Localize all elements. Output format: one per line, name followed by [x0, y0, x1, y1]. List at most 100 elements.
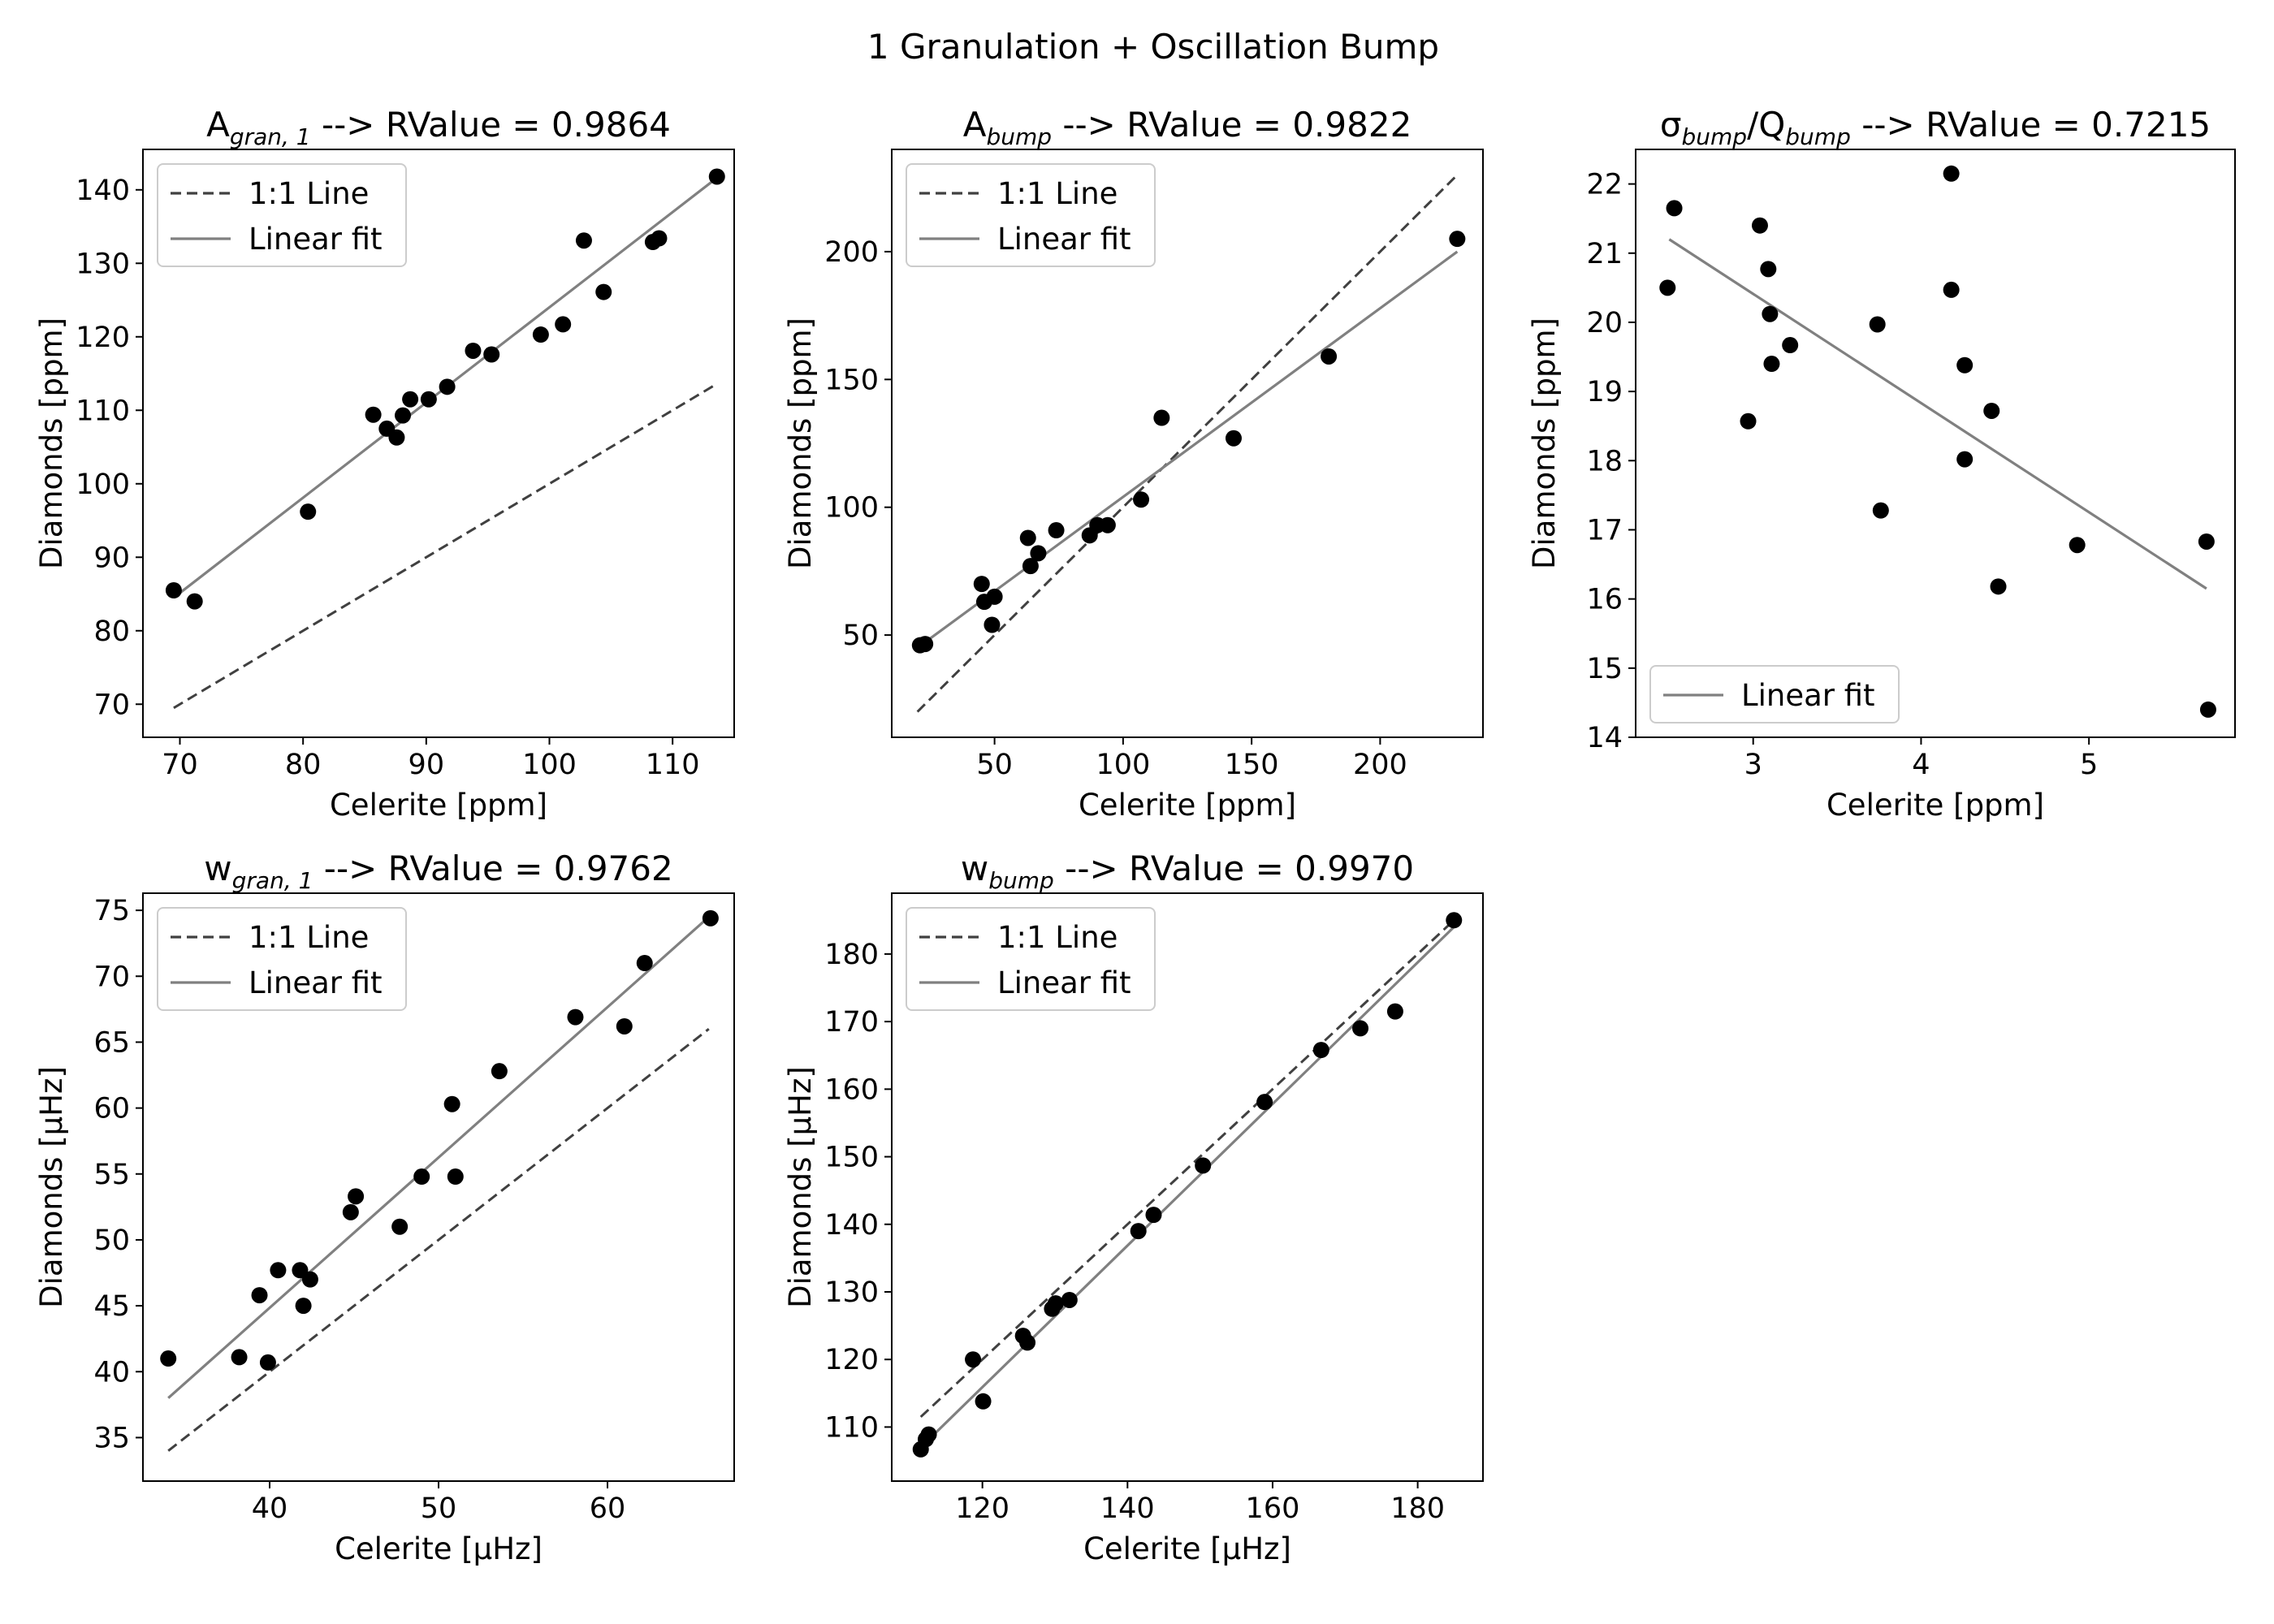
y-tick-label: 17 [1586, 514, 1623, 546]
y-tick-label: 90 [93, 542, 130, 574]
x-tick-label: 60 [590, 1492, 626, 1525]
data-point [2198, 533, 2215, 550]
x-tick-label: 160 [1246, 1492, 1300, 1525]
legend: 1:1 Line Linear fit [906, 163, 1156, 267]
y-tick-label: 80 [93, 615, 130, 648]
data-point [300, 503, 317, 520]
data-point [1872, 502, 1889, 519]
x-tick-label: 80 [285, 749, 322, 781]
x-tick-label: 3 [1744, 749, 1762, 781]
legend-label: 1:1 Line [249, 920, 369, 955]
legend-box [906, 163, 1156, 267]
data-point [1130, 1223, 1147, 1240]
y-tick-label: 50 [93, 1224, 130, 1257]
x-tick-label: 180 [1390, 1492, 1445, 1525]
y-tick-label: 16 [1586, 584, 1623, 616]
data-point [1869, 316, 1886, 333]
data-point [1449, 231, 1466, 248]
data-point [231, 1349, 248, 1366]
x-tick-label: 140 [1100, 1492, 1155, 1525]
data-point [491, 1063, 508, 1080]
y-tick-label: 60 [93, 1093, 130, 1125]
y-axis-label: Diamonds [ppm] [783, 317, 818, 569]
y-tick-label: 200 [824, 236, 879, 269]
data-point [1740, 412, 1757, 430]
legend-box [906, 907, 1156, 1011]
figure-title: 1 Granulation + Oscillation Bump [867, 27, 1439, 67]
panel-title: Agran, 1 --> RValue = 0.9864 [206, 105, 671, 150]
x-tick-label: 100 [1096, 749, 1150, 781]
data-point [616, 1017, 633, 1034]
y-tick-label: 18 [1586, 445, 1623, 477]
linear-fit-line [167, 916, 710, 1399]
y-tick-label: 75 [93, 895, 130, 927]
x-axis-label: Celerite [ppm] [1079, 788, 1296, 823]
data-point [986, 588, 1003, 605]
one-to-one-line [173, 383, 717, 710]
one-to-one-line [916, 174, 1459, 713]
plot-area [912, 912, 1463, 1458]
y-tick-label: 170 [824, 1006, 879, 1039]
x-tick-label: 120 [955, 1492, 1009, 1525]
data-point [2199, 701, 2216, 718]
legend: 1:1 Line Linear fit [157, 163, 407, 267]
legend-label: 1:1 Line [249, 176, 369, 211]
panel-title: wgran, 1 --> RValue = 0.9762 [204, 849, 672, 894]
data-point [702, 909, 719, 926]
y-tick-label: 130 [824, 1276, 879, 1309]
linear-fit-line [916, 250, 1459, 650]
legend-box [1649, 665, 1900, 723]
y-tick-label: 180 [824, 939, 879, 971]
axes-frame [142, 149, 735, 738]
title-rvalue: --> RValue = 0.9822 [1052, 105, 1412, 145]
data-point [1099, 516, 1116, 533]
data-point [973, 576, 990, 593]
title-subscript: gran, 1 [232, 867, 313, 894]
y-tick-label: 110 [76, 395, 130, 427]
x-tick-label: 200 [1353, 749, 1407, 781]
data-point [365, 406, 382, 423]
y-tick-label: 140 [824, 1209, 879, 1242]
legend-label: Linear fit [249, 222, 383, 257]
data-point [483, 346, 500, 363]
one-to-one-line [919, 919, 1455, 1419]
plot-area [165, 168, 725, 710]
data-point [1983, 402, 2000, 419]
legend-label: 1:1 Line [997, 920, 1118, 955]
y-tick-label: 70 [93, 961, 130, 993]
x-tick-label: 50 [976, 749, 1013, 781]
y-tick-label: 150 [824, 364, 879, 396]
data-point [1321, 348, 1338, 365]
data-point [1225, 430, 1242, 447]
y-tick-label: 22 [1586, 169, 1623, 201]
data-point [1019, 1334, 1036, 1351]
plot-area [911, 174, 1466, 713]
x-tick-label: 5 [2080, 749, 2098, 781]
x-axis-label: Celerite [ppm] [330, 788, 547, 823]
legend-label: Linear fit [249, 965, 383, 1000]
data-point [1990, 578, 2007, 595]
plot-area [160, 909, 719, 1452]
data-point [1047, 1295, 1064, 1312]
legend: Linear fit [1649, 665, 1900, 723]
panel-title: Abump --> RValue = 0.9822 [963, 105, 1412, 150]
axes-frame [1635, 149, 2236, 738]
data-point [1762, 305, 1779, 322]
data-point [1153, 409, 1170, 426]
y-tick-label: 100 [76, 469, 130, 501]
title-rvalue: --> RValue = 0.9970 [1054, 849, 1414, 888]
chart-panel-5: wbump --> RValue = 0.9970 120 140 160 180 110… [783, 849, 1484, 1566]
data-point [1763, 356, 1780, 373]
y-tick-label: 150 [824, 1142, 879, 1174]
title-subscript: bump [988, 867, 1054, 894]
data-point [1195, 1157, 1212, 1174]
y-tick-label: 21 [1586, 238, 1623, 270]
data-point [1048, 522, 1065, 539]
data-point [402, 391, 419, 408]
data-point [465, 342, 482, 359]
data-point [391, 1218, 409, 1235]
title-rvalue: --> RValue = 0.9762 [313, 849, 672, 888]
x-tick-label: 100 [522, 749, 577, 781]
title-main: σ [1660, 105, 1682, 145]
